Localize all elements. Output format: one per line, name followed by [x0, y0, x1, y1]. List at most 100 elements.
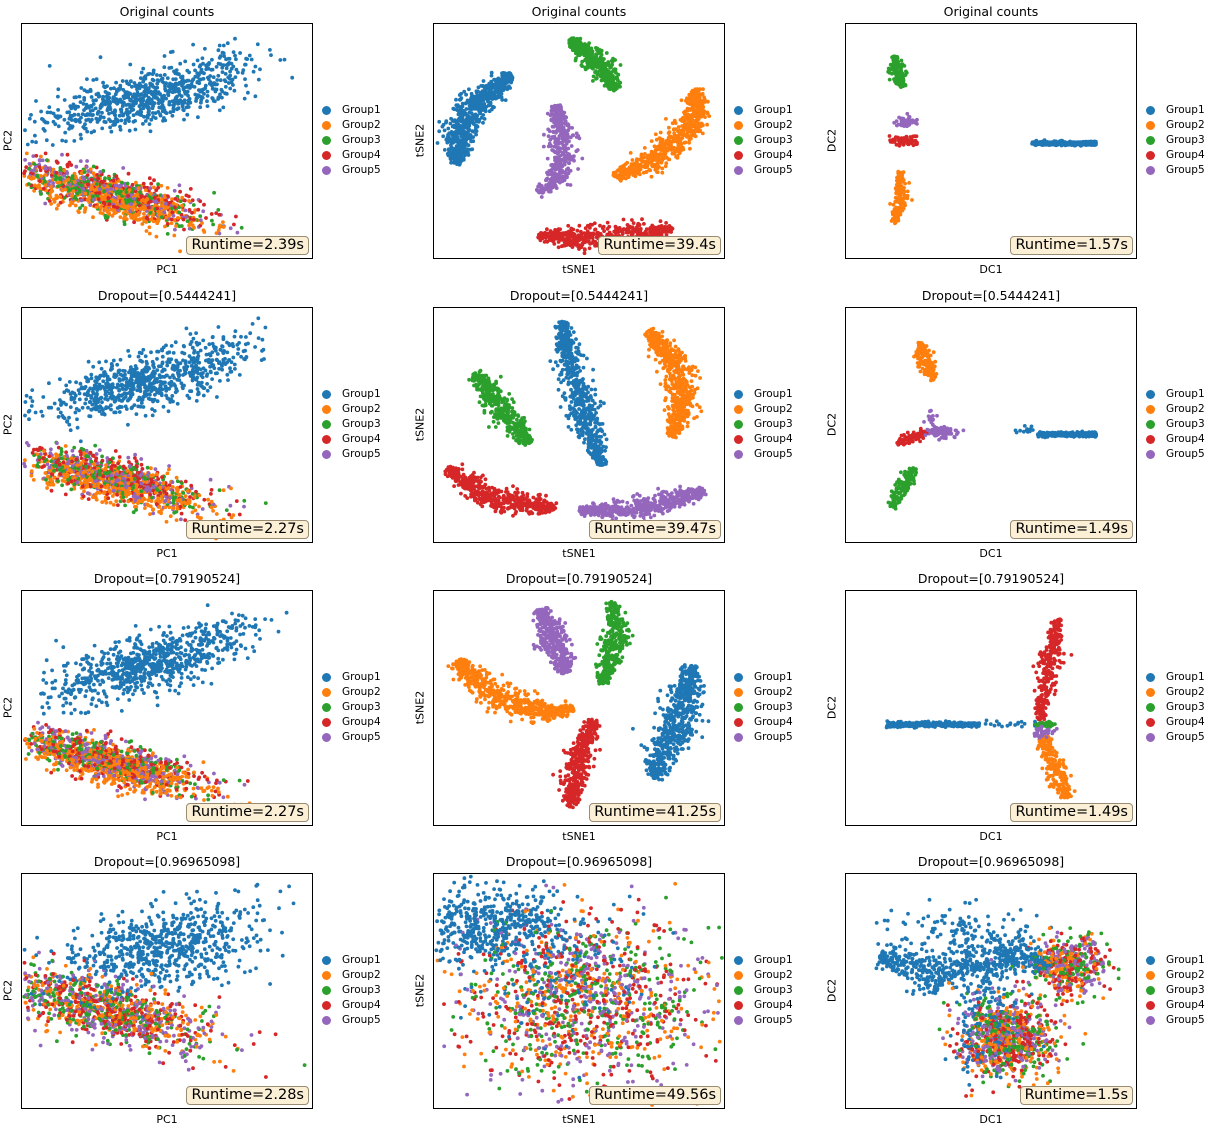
- data-point: [175, 107, 180, 111]
- data-point: [130, 84, 134, 89]
- data-point: [78, 159, 83, 164]
- data-point: [127, 128, 132, 133]
- data-point: [72, 95, 77, 100]
- data-point: [190, 210, 194, 215]
- data-point: [173, 197, 178, 201]
- data-point: [100, 126, 105, 131]
- data-point: [66, 188, 71, 193]
- data-point: [106, 196, 111, 201]
- data-point: [96, 197, 101, 202]
- data-point: [54, 170, 59, 175]
- data-point: [226, 62, 231, 67]
- data-point: [223, 79, 228, 84]
- data-point: [98, 114, 103, 119]
- data-point: [188, 217, 193, 221]
- data-point: [688, 146, 692, 151]
- data-point: [107, 202, 112, 207]
- data-point: [172, 233, 177, 238]
- data-point: [147, 231, 152, 236]
- data-point: [100, 104, 104, 108]
- data-point: [144, 100, 149, 104]
- data-point: [91, 113, 95, 117]
- data-point: [158, 73, 163, 78]
- data-point: [140, 222, 145, 226]
- data-point: [68, 203, 72, 208]
- data-point: [177, 224, 182, 229]
- data-point: [236, 70, 240, 75]
- data-point: [177, 101, 181, 106]
- data-point: [77, 94, 82, 99]
- data-point: [105, 91, 110, 95]
- data-point: [177, 92, 182, 97]
- legend-marker: [734, 166, 743, 175]
- data-point: [127, 91, 131, 95]
- legend-marker: [734, 106, 743, 115]
- data-point: [258, 67, 262, 72]
- data-point: [54, 206, 59, 211]
- data-point: [216, 228, 221, 233]
- data-point: [143, 119, 148, 123]
- data-point: [147, 112, 151, 117]
- panel-title: Original counts: [433, 4, 725, 19]
- data-point: [141, 122, 145, 126]
- data-point: [76, 182, 81, 186]
- data-point: [62, 98, 67, 102]
- legend-item: Group4: [732, 148, 793, 163]
- data-point: [73, 183, 78, 187]
- data-point: [86, 182, 90, 187]
- data-point: [156, 185, 161, 190]
- data-point: [578, 36, 583, 41]
- data-point: [43, 201, 48, 206]
- data-point: [43, 179, 47, 184]
- data-point: [27, 175, 31, 180]
- data-point: [201, 209, 206, 214]
- data-point: [120, 104, 125, 108]
- data-point: [76, 112, 81, 117]
- data-point: [489, 70, 494, 75]
- data-point: [168, 110, 173, 115]
- data-point: [176, 216, 180, 220]
- data-point: [142, 94, 147, 98]
- data-point: [242, 96, 247, 101]
- data-point: [174, 87, 178, 91]
- data-point: [84, 165, 89, 169]
- data-point: [221, 225, 226, 229]
- data-point: [179, 75, 183, 80]
- data-point: [116, 184, 121, 189]
- data-point: [156, 182, 161, 187]
- data-point: [114, 100, 118, 105]
- data-point: [246, 90, 250, 95]
- data-point: [137, 112, 142, 117]
- data-point: [48, 110, 53, 115]
- legend-item: Group4: [320, 148, 381, 163]
- data-point: [231, 83, 235, 87]
- data-point: [230, 77, 235, 82]
- data-point: [218, 54, 223, 58]
- data-point: [217, 108, 222, 113]
- data-point: [55, 160, 60, 165]
- data-point: [85, 173, 90, 178]
- data-point: [104, 205, 109, 210]
- data-point: [162, 54, 167, 58]
- data-point: [653, 144, 657, 149]
- data-point: [45, 110, 50, 115]
- data-point: [57, 180, 62, 185]
- legend-label: Group1: [342, 104, 381, 116]
- data-point: [178, 199, 183, 204]
- data-point: [96, 111, 100, 116]
- data-point: [95, 194, 100, 198]
- data-point: [217, 225, 222, 230]
- data-point: [185, 68, 190, 73]
- data-point: [88, 109, 93, 113]
- data-point: [210, 96, 215, 100]
- data-point: [137, 104, 142, 109]
- data-point: [165, 76, 170, 80]
- data-point: [81, 187, 86, 191]
- data-point: [38, 179, 42, 184]
- legend-marker: [734, 151, 743, 160]
- data-point: [224, 92, 229, 96]
- data-point: [98, 55, 103, 60]
- data-point: [191, 62, 196, 67]
- data-point: [156, 219, 161, 224]
- data-point: [163, 201, 168, 206]
